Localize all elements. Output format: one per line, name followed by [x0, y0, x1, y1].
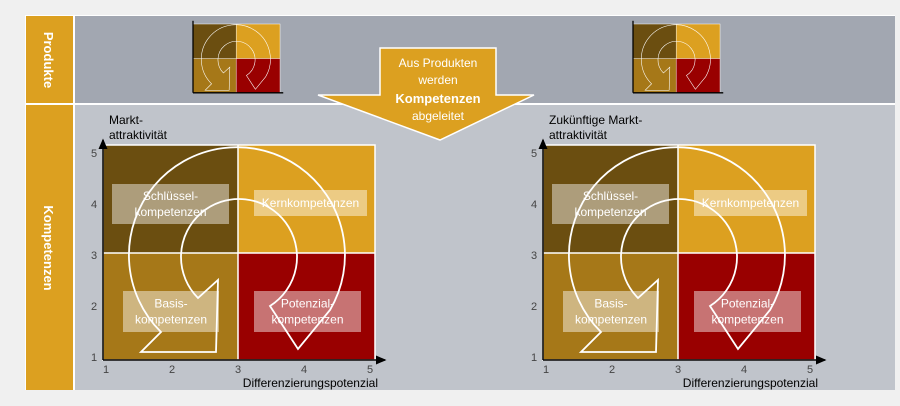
x-tick-label: 1: [543, 364, 549, 376]
x-axis-label: Differenzierungspotenzial: [243, 376, 378, 390]
label-basiskompetenzen-box: [123, 291, 219, 332]
label-schluesselkompetenzen: kompetenzen: [574, 205, 646, 219]
label-basiskompetenzen: Basis-: [594, 297, 627, 311]
y-tick-label: 2: [531, 301, 537, 313]
y-axis-label: attraktivität: [549, 128, 608, 142]
y-axis-label: Markt-: [109, 113, 143, 127]
label-basiskompetenzen: Basis-: [154, 297, 187, 311]
label-schluesselkompetenzen: Schlüssel-: [143, 189, 198, 203]
label-schluesselkompetenzen-box: [552, 184, 669, 224]
label-potenzialkompetenzen: Potenzial-: [281, 297, 334, 311]
product-icon-right: [632, 20, 724, 94]
x-tick-label: 4: [301, 364, 307, 376]
arrow-text-2: werden: [417, 73, 457, 87]
label-basiskompetenzen: kompetenzen: [575, 313, 647, 327]
x-tick-label: 4: [741, 364, 747, 376]
y-tick-label: 4: [531, 199, 537, 211]
label-schluesselkompetenzen: Schlüssel-: [583, 189, 638, 203]
y-tick-label: 5: [91, 148, 97, 160]
row-label-produkte: Produkte: [41, 32, 56, 88]
label-schluesselkompetenzen-box: [112, 184, 229, 224]
label-kernkompetenzen-box: [694, 190, 807, 216]
arrow-text-4: abgeleitet: [412, 109, 465, 123]
y-tick-label: 2: [91, 301, 97, 313]
x-tick-label: 3: [675, 364, 681, 376]
y-tick-label: 1: [531, 352, 537, 364]
y-tick-label: 5: [531, 148, 537, 160]
label-potenzialkompetenzen: Potenzial-: [721, 297, 774, 311]
x-tick-label: 5: [807, 364, 813, 376]
x-tick-label: 3: [235, 364, 241, 376]
x-axis-label: Differenzierungspotenzial: [683, 376, 818, 390]
x-tick-label: 1: [103, 364, 109, 376]
label-kernkompetenzen: Kernkompetenzen: [702, 196, 799, 210]
product-icon-left: [192, 20, 284, 94]
label-basiskompetenzen-box: [563, 291, 659, 332]
label-potenzialkompetenzen-box: [254, 291, 361, 332]
matrix-future: Schlüssel-kompetenzen Kernkompetenzen Basi…: [531, 113, 827, 390]
x-tick-label: 2: [609, 364, 615, 376]
matrix-current: Schlüssel-kompetenzen Kernkompetenzen Basi…: [91, 113, 387, 390]
label-kernkompetenzen: Kernkompetenzen: [262, 196, 359, 210]
y-tick-label: 1: [91, 352, 97, 364]
row-label-kompetenzen: Kompetenzen: [41, 205, 56, 290]
label-potenzialkompetenzen: kompetenzen: [271, 313, 343, 327]
label-potenzialkompetenzen: kompetenzen: [711, 313, 783, 327]
x-tick-label: 2: [169, 364, 175, 376]
derivation-arrow: Aus Produkten werden Kompetenzen abgelei…: [317, 47, 535, 141]
x-tick-label: 5: [367, 364, 373, 376]
y-axis-label: Zukünftige Markt-: [549, 113, 642, 127]
y-tick-label: 4: [91, 199, 97, 211]
label-kernkompetenzen-box: [254, 190, 367, 216]
arrow-text-3: Kompetenzen: [395, 91, 480, 106]
label-potenzialkompetenzen-box: [694, 291, 801, 332]
arrow-text-1: Aus Produkten: [399, 56, 478, 70]
y-tick-label: 3: [91, 250, 97, 262]
label-schluesselkompetenzen: kompetenzen: [134, 205, 206, 219]
y-tick-label: 3: [531, 250, 537, 262]
label-basiskompetenzen: kompetenzen: [135, 313, 207, 327]
y-axis-label: attraktivität: [109, 128, 168, 142]
